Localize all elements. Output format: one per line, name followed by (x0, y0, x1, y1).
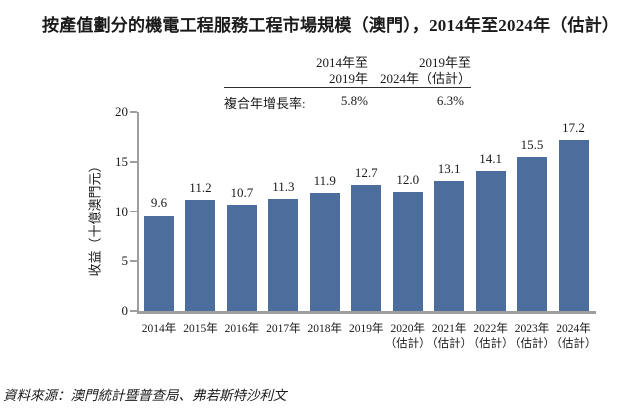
bar-group-2020年: 12.0 2020年 （估計） (385, 112, 431, 350)
cagr-col1-header-line1: 2014年至 (315, 55, 368, 70)
bar-value-label: 10.7 (230, 184, 254, 200)
y-axis-line (137, 112, 139, 313)
chart-title: 按產值劃分的機電工程服務工程市場規模（澳門），2014年至2024年（估計） (42, 16, 620, 35)
bar-value-label: 11.9 (313, 172, 336, 188)
y-tick-mark-20 (130, 111, 137, 113)
y-tick-mark-15 (130, 160, 137, 163)
y-tick-mark-0 (130, 310, 137, 312)
bar-value-label: 14.1 (479, 150, 502, 166)
y-tick-label-15: 15 (115, 153, 128, 169)
bar-2021年 (434, 180, 465, 311)
bar-2018年 (309, 192, 340, 311)
x-axis-label-2016年: 2016年 (224, 323, 260, 335)
y-tick-label-10: 10 (115, 203, 128, 219)
bar-2015年 (185, 199, 216, 311)
bar-value-label: 12.7 (354, 164, 378, 180)
bar-value-label: 9.6 (150, 195, 168, 211)
x-axis-line (137, 311, 596, 314)
y-tick-mark-10 (130, 210, 137, 213)
x-axis-label-2024年: 2024年 （估計） (550, 323, 597, 350)
bar-group-2018年: 11.9 2018年 (308, 112, 343, 335)
bar-group-2021年: 13.1 2021年 （估計） (426, 112, 472, 350)
bar-value-label: 11.2 (189, 179, 212, 195)
bar-group-2016年: 10.7 2016年 (225, 112, 260, 335)
x-axis-label-2019年: 2019年 (349, 323, 384, 335)
x-axis-label-2022年: 2022年 （估計） (467, 323, 514, 350)
bar-value-label: 11.3 (272, 178, 295, 194)
bar-2017年 (268, 198, 299, 311)
bar-group-2015年: 11.2 2015年 (183, 112, 218, 335)
bar-value-label: 15.5 (520, 136, 544, 152)
bar-group-2023年: 15.5 2023年 （估計） (509, 112, 555, 350)
cagr-value-2014-2019: 5.8% (340, 93, 368, 108)
cagr-column-2019-2024-header: 2019年至 2024年（估計） (330, 55, 471, 86)
y-tick-label-20: 20 (115, 104, 128, 119)
bar-2020年 (392, 191, 423, 311)
bar-2019年 (351, 184, 382, 311)
cagr-col2-header-line1: 2019年至 (418, 55, 471, 70)
source-note: 資料來源：澳門統計暨普查局、弗若斯特沙利文 (3, 388, 287, 403)
bar-2022年 (475, 170, 506, 311)
cagr-row-label: 複合年增長率: (224, 96, 306, 111)
y-axis-title: 收益（十億澳門元） (87, 159, 103, 277)
bar-2023年 (517, 156, 548, 311)
bar-chart-plot-area: 0 5 10 15 20 9.6 2014年 11.2 2015年 10.7 2016年 11.3 2… (115, 104, 597, 350)
bar-group-2019年: 12.7 2019年 (349, 112, 384, 335)
cagr-value-2019-2024: 6.3% (436, 93, 464, 108)
bar-group-2017年: 11.3 2017年 (266, 112, 301, 335)
cagr-column-2014-2019-header: 2014年至 2019年 (248, 55, 368, 86)
x-axis-label-2018年: 2018年 (307, 323, 343, 335)
x-axis-label-2020年: 2020年 （估計） (384, 323, 431, 350)
x-axis-label-2017年: 2017年 (266, 323, 301, 335)
bar-group-2014年: 9.6 2014年 (142, 112, 177, 335)
y-tick-label-0: 0 (121, 303, 129, 318)
bar-2014年 (144, 215, 174, 311)
cagr-col1-header-line2: 2019年 (328, 70, 368, 86)
x-axis-label-2023年: 2023年 （估計） (509, 323, 556, 350)
x-axis-label-2015年: 2015年 (183, 323, 218, 335)
x-axis-label-2014年: 2014年 (141, 323, 177, 335)
bar-value-label: 17.2 (562, 119, 585, 135)
bar-2024年 (558, 139, 589, 311)
cagr-col2-header-line2: 2024年（估計） (379, 70, 471, 86)
y-tick-label-5: 5 (121, 253, 129, 269)
bar-group-2022年: 14.1 2022年 （估計） (468, 112, 514, 350)
bar-2016年 (226, 204, 257, 311)
bar-group-2024年: 17.2 2024年 （估計） (551, 112, 597, 350)
bar-value-label: 12.0 (396, 171, 420, 187)
bar-value-label: 13.1 (437, 160, 461, 176)
x-axis-label-2021年: 2021年 （估計） (426, 323, 473, 350)
cagr-table-rule (224, 87, 471, 88)
y-tick-mark-5 (130, 260, 137, 263)
